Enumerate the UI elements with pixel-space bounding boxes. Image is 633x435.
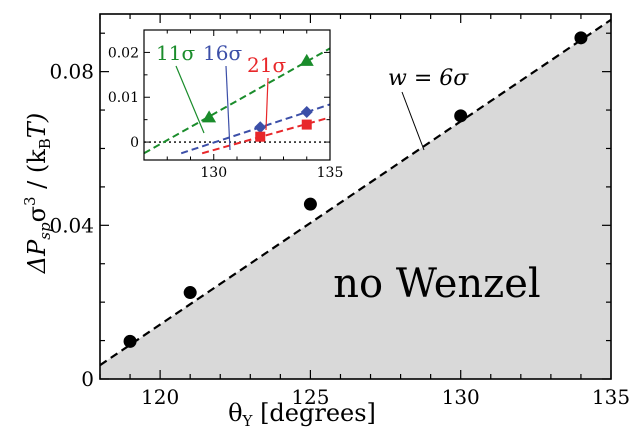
inset-data-point <box>255 131 266 142</box>
legend-11sigma-label: 11σ <box>156 41 195 65</box>
inset-data-point <box>301 119 312 130</box>
main-plot: 120 125 130 135 00.040.08 no Wenzel w = 6σ … <box>21 13 630 430</box>
inset-background <box>144 30 330 160</box>
inset-data-points <box>202 53 314 142</box>
inset-x-tick-label: 135 <box>317 165 344 181</box>
w-label-pointer <box>401 91 425 151</box>
inset-y-tick-label: 0.01 <box>108 90 139 106</box>
data-point <box>183 286 197 300</box>
main-plot-frame <box>99 13 612 380</box>
inset-data-point <box>202 110 217 123</box>
x-tick-label: 120 <box>141 385 179 409</box>
legend-21sigma: 21σ <box>247 53 286 131</box>
inset-y-ticks: 0 0.01 0.02 <box>108 45 330 151</box>
legend-16sigma-label: 16σ <box>203 41 242 65</box>
legend-11sigma: 11σ <box>156 41 205 134</box>
data-point <box>574 31 588 45</box>
x-tick-label: 130 <box>442 385 480 409</box>
legend-21sigma-pointer <box>265 77 269 131</box>
legend-11sigma-pointer <box>175 65 205 134</box>
inset-data-point <box>299 53 314 66</box>
inset-x-ticks: 130 135 <box>143 30 344 181</box>
x-tick-label: 125 <box>291 385 329 409</box>
inset-x-tick-label: 130 <box>200 165 227 181</box>
main-y-ticks: 0 0.04 0.08 <box>49 32 611 391</box>
legend-21sigma-label: 21σ <box>247 53 286 77</box>
data-point <box>303 197 317 211</box>
data-point <box>123 334 137 348</box>
inset-y-tick-label: 0.02 <box>108 45 139 61</box>
x-axis-label: θY [degrees] <box>228 399 376 430</box>
y-tick-label: 0.04 <box>49 213 94 237</box>
y-axis-label: ΔPspσ3 / (kBT) <box>21 113 54 274</box>
main-data-points <box>123 31 588 348</box>
inset-plot: 130 135 0 0.01 0.02 11σ 16σ 21σ <box>108 29 344 181</box>
legend-16sigma-pointer <box>225 65 231 151</box>
inset-data-point <box>254 121 267 134</box>
no-wenzel-region <box>100 19 611 380</box>
main-x-ticks: 120 125 130 135 <box>99 14 630 409</box>
y-tick-label: 0 <box>81 367 94 391</box>
inset-fit-line <box>180 103 331 155</box>
x-tick-label: 135 <box>592 385 630 409</box>
inset-data-point <box>300 106 313 119</box>
data-point <box>454 109 468 123</box>
w-label-annotation: w = 6σ <box>388 66 469 151</box>
region-label: no Wenzel <box>333 261 540 307</box>
inset-fit-line <box>143 47 331 155</box>
w-label: w = 6σ <box>388 66 469 91</box>
inset-y-tick-label: 0 <box>130 135 139 151</box>
w6-fit-line <box>99 18 612 367</box>
legend-16sigma: 16σ <box>203 41 242 151</box>
y-tick-label: 0.08 <box>49 60 94 84</box>
